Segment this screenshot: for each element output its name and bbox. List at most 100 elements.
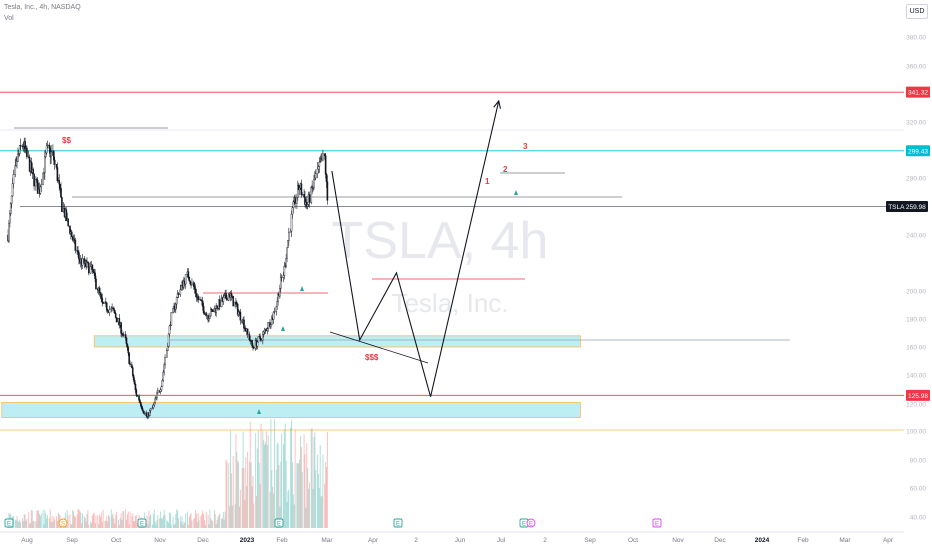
candle-body bbox=[279, 277, 282, 289]
volume-bar bbox=[285, 460, 287, 528]
volume-bar bbox=[19, 519, 21, 528]
x-tick-label: Sep bbox=[66, 537, 78, 544]
wave-label: 3 bbox=[523, 142, 528, 151]
volume-bar bbox=[56, 516, 58, 528]
event-marker-label: E bbox=[277, 522, 281, 528]
volume-bar bbox=[28, 511, 30, 528]
x-tick-label: Feb bbox=[276, 537, 288, 544]
volume-bar bbox=[279, 506, 281, 528]
candle-body bbox=[126, 343, 129, 348]
candle-body bbox=[275, 306, 278, 312]
volume-bar bbox=[296, 463, 298, 528]
volume-bar bbox=[174, 523, 176, 528]
volume-bar bbox=[147, 524, 149, 528]
candle-body bbox=[98, 287, 101, 293]
volume-bar bbox=[204, 524, 206, 528]
candle-body bbox=[209, 315, 211, 319]
volume-bar bbox=[213, 509, 215, 528]
volume-bar bbox=[93, 512, 95, 528]
candle-body bbox=[177, 293, 180, 295]
volume-bar bbox=[282, 444, 284, 528]
candle-body bbox=[180, 285, 182, 290]
event-marker[interactable] bbox=[4, 518, 14, 528]
x-tick-label: Mar bbox=[321, 537, 333, 544]
x-tick-label: Nov bbox=[672, 537, 684, 544]
volume-bar bbox=[298, 463, 300, 528]
candle-body bbox=[108, 309, 111, 313]
volume-bar bbox=[304, 454, 306, 528]
price-badge-label: TSLA 259.98 bbox=[888, 204, 926, 211]
candle-body bbox=[58, 180, 61, 185]
volume-bar bbox=[266, 444, 268, 528]
volume-bar bbox=[86, 514, 88, 528]
volume-bar bbox=[25, 520, 27, 528]
price-badge-label: 299.43 bbox=[908, 148, 928, 155]
event-marker[interactable] bbox=[58, 518, 68, 528]
currency-button[interactable]: USD bbox=[906, 4, 928, 19]
volume-bar bbox=[36, 510, 38, 528]
candle-body bbox=[198, 299, 200, 301]
volume-bar bbox=[95, 515, 97, 528]
volume-bar bbox=[156, 520, 158, 528]
volume-bar bbox=[47, 515, 49, 528]
volume-bar bbox=[120, 512, 122, 528]
event-marker[interactable] bbox=[526, 518, 536, 528]
candle-body bbox=[248, 333, 251, 340]
drawings[interactable] bbox=[0, 127, 904, 414]
candle-body bbox=[44, 152, 47, 157]
projection-line[interactable] bbox=[331, 100, 500, 397]
candle-body bbox=[188, 276, 191, 282]
projection-path[interactable] bbox=[331, 99, 502, 397]
candle-body bbox=[246, 328, 249, 335]
candle-body bbox=[77, 250, 79, 253]
volume-bar bbox=[90, 521, 92, 528]
volume-legend: Vol bbox=[4, 15, 14, 22]
candle-body bbox=[138, 395, 140, 401]
volume-bar bbox=[94, 523, 96, 528]
candle-body bbox=[67, 218, 69, 227]
volume-bar bbox=[123, 511, 125, 528]
drawn-line[interactable] bbox=[329, 331, 429, 364]
candle-body bbox=[149, 408, 152, 411]
volume-bar bbox=[40, 513, 42, 528]
volume-bar bbox=[260, 423, 262, 528]
volume-bar bbox=[166, 520, 168, 528]
volume-bar bbox=[251, 486, 253, 528]
volume-bar bbox=[151, 524, 153, 528]
y-tick-label: 140.00 bbox=[906, 373, 926, 380]
volume-bar bbox=[118, 524, 120, 528]
wave-label: 2 bbox=[503, 165, 508, 174]
candle-body bbox=[99, 292, 102, 295]
event-marker[interactable] bbox=[393, 518, 403, 528]
volume-bar bbox=[71, 524, 73, 528]
volume-bar bbox=[111, 515, 113, 528]
volume-bar bbox=[232, 456, 234, 528]
volume-bar bbox=[168, 522, 170, 528]
candle-body bbox=[70, 231, 73, 238]
volume-bar bbox=[85, 521, 87, 528]
event-marker[interactable] bbox=[274, 518, 284, 528]
horizontal-levels[interactable] bbox=[0, 91, 904, 396]
event-marker[interactable] bbox=[652, 518, 662, 528]
volume-bar bbox=[306, 443, 308, 528]
price-badge bbox=[886, 201, 928, 213]
candle-body bbox=[277, 293, 279, 302]
time-axis[interactable]: Aug Sep Oct Nov Dec 2023 Feb Mar Apr 2 Jun Jul 2 Sep O… bbox=[0, 531, 904, 544]
candle-body bbox=[306, 204, 309, 207]
volume-bar bbox=[177, 510, 179, 528]
event-marker[interactable] bbox=[137, 518, 147, 528]
volume-bar bbox=[87, 510, 89, 528]
event-marker-label: E bbox=[396, 522, 400, 528]
y-tick-label: 60.00 bbox=[910, 486, 927, 493]
volume-bar bbox=[210, 518, 212, 528]
volume-bar bbox=[193, 518, 195, 528]
volume-bar bbox=[102, 509, 104, 528]
volume-bar bbox=[24, 513, 26, 528]
volume-bar bbox=[77, 509, 79, 528]
volume-bar bbox=[170, 524, 172, 528]
price-axis[interactable]: 380.00 360.00 320.00 280.00 240.00 200.00 180.… bbox=[904, 0, 932, 550]
candle-body bbox=[316, 168, 319, 174]
volume-bar bbox=[228, 463, 230, 528]
